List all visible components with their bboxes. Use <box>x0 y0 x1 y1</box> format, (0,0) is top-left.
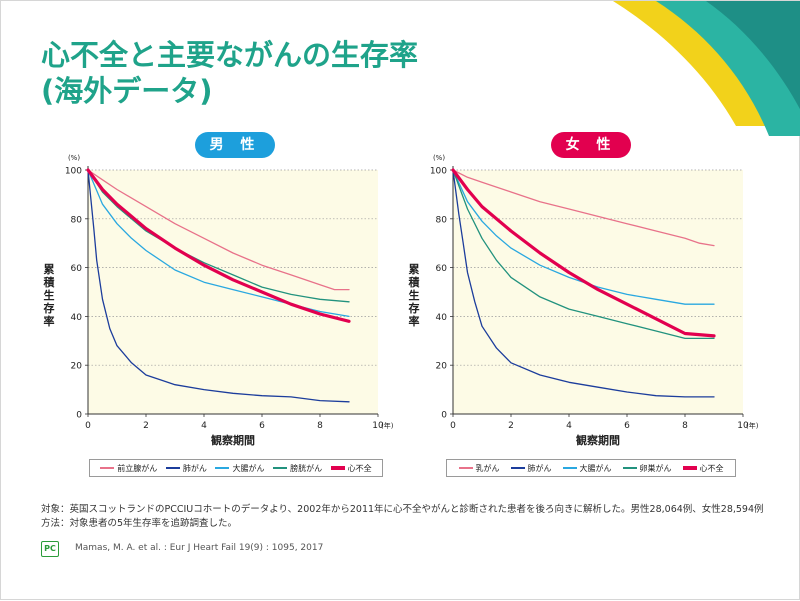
y-tick-label: 40 <box>436 313 448 323</box>
female-survival-chart: 0 20 40 60 80 100 0 2 4 6 8 10 (%) (年) 観察期間 累積生存率 <box>408 154 759 447</box>
legend-swatch <box>458 467 473 469</box>
x-tick-label: 2 <box>508 421 514 431</box>
legend-item: 心不全 <box>682 463 724 474</box>
y-tick-label: 40 <box>71 313 83 323</box>
x-tick-label: 6 <box>259 421 265 431</box>
legend-swatch <box>510 467 525 469</box>
y-tick-label: 100 <box>430 167 447 177</box>
y-tick-label: 60 <box>436 264 448 274</box>
series-line <box>87 169 350 291</box>
male-survival-chart: 0 20 40 60 80 100 0 2 4 6 8 10 (%) (年) 観察期間 累積生存率 <box>43 154 394 447</box>
legend-item: 卵巣がん <box>622 463 672 474</box>
y-tick-label: 0 <box>76 411 82 421</box>
series-line <box>452 169 715 247</box>
legend-swatch <box>165 467 180 469</box>
legend-item: 大腸がん <box>562 463 612 474</box>
legend-label: 卵巣がん <box>639 463 672 473</box>
deco-dark-teal-swoosh <box>706 1 800 110</box>
y-axis-label: 累積生存率 <box>408 263 421 328</box>
legend-label: 乳がん <box>475 463 500 473</box>
legend-item: 心不全 <box>330 463 372 474</box>
male-chart-legend: 前立腺がん 肺がん 大腸がん 膀胱がん 心不全 <box>89 459 383 477</box>
x-unit-label: (年) <box>746 421 759 430</box>
series-line <box>87 169 350 303</box>
legend-swatch <box>215 467 230 469</box>
pc-logo: PC <box>41 541 59 557</box>
x-tick-label: 0 <box>450 421 456 431</box>
series-line <box>452 169 715 305</box>
y-tick-label: 20 <box>436 362 448 372</box>
legend-label: 前立腺がん <box>117 463 158 473</box>
x-tick-label: 8 <box>317 421 323 431</box>
legend-swatch <box>330 466 345 470</box>
female-chart-legend: 乳がん 肺がん 大腸がん 卵巣がん 心不全 <box>446 459 736 477</box>
x-unit-label: (年) <box>381 421 394 430</box>
page-subtitle: (海外データ) <box>41 74 213 108</box>
y-tick-label: 20 <box>71 362 83 372</box>
legend-label: 肺がん <box>182 463 207 473</box>
legend-item: 前立腺がん <box>100 463 157 474</box>
x-tick-label: 4 <box>201 421 207 431</box>
y-unit-label: (%) <box>433 154 445 162</box>
x-axis-label: 観察期間 <box>576 433 620 447</box>
legend-item: 大腸がん <box>215 463 264 474</box>
y-tick-label: 60 <box>71 264 83 274</box>
series-line <box>86 168 351 323</box>
x-tick-label: 6 <box>624 421 630 431</box>
female-panel-badge: 女 性 <box>551 132 631 158</box>
citation: Mamas, M. A. et al. : Eur J Heart Fail 1… <box>75 543 324 553</box>
legend-swatch <box>273 467 288 469</box>
legend-label: 大腸がん <box>232 463 265 473</box>
x-tick-label: 10 <box>737 421 749 431</box>
legend-label: 肺がん <box>527 463 552 473</box>
legend-swatch <box>682 466 697 470</box>
y-unit-label: (%) <box>68 154 80 162</box>
legend-item: 乳がん <box>458 463 500 474</box>
plot-area <box>453 170 743 414</box>
x-tick-label: 0 <box>85 421 91 431</box>
x-axis-label: 観察期間 <box>211 433 255 447</box>
x-tick-label: 2 <box>143 421 149 431</box>
series-line <box>452 169 715 340</box>
legend-label: 膀胱がん <box>290 463 323 473</box>
legend-label: 心不全 <box>347 463 372 473</box>
page-title: 心不全と主要ながんの生存率 <box>41 38 419 72</box>
legend-item: 肺がん <box>510 463 552 474</box>
footnote-method: 方法：対象患者の5年生存率を追跡調査した。 <box>41 518 238 529</box>
series-line <box>87 169 350 403</box>
series-line <box>451 168 716 338</box>
y-axis-label: 累積生存率 <box>43 263 56 328</box>
y-tick-label: 100 <box>65 167 82 177</box>
x-tick-label: 4 <box>566 421 572 431</box>
y-tick-label: 80 <box>436 215 448 225</box>
y-tick-label: 80 <box>71 215 83 225</box>
legend-swatch <box>100 467 115 469</box>
male-panel-badge: 男 性 <box>195 132 275 158</box>
footnote-subjects: 対象：英国スコットランドのPCCIUコホートのデータより、2002年から2011… <box>41 504 764 515</box>
legend-label: 心不全 <box>699 463 724 473</box>
legend-item: 肺がん <box>165 463 207 474</box>
plot-area <box>88 170 378 414</box>
x-tick-label: 8 <box>682 421 688 431</box>
y-tick-label: 0 <box>441 411 447 421</box>
legend-label: 大腸がん <box>579 463 612 473</box>
legend-item: 膀胱がん <box>273 463 322 474</box>
x-tick-label: 10 <box>372 421 384 431</box>
series-line <box>452 169 715 398</box>
legend-swatch <box>562 467 577 469</box>
legend-swatch <box>622 467 637 469</box>
